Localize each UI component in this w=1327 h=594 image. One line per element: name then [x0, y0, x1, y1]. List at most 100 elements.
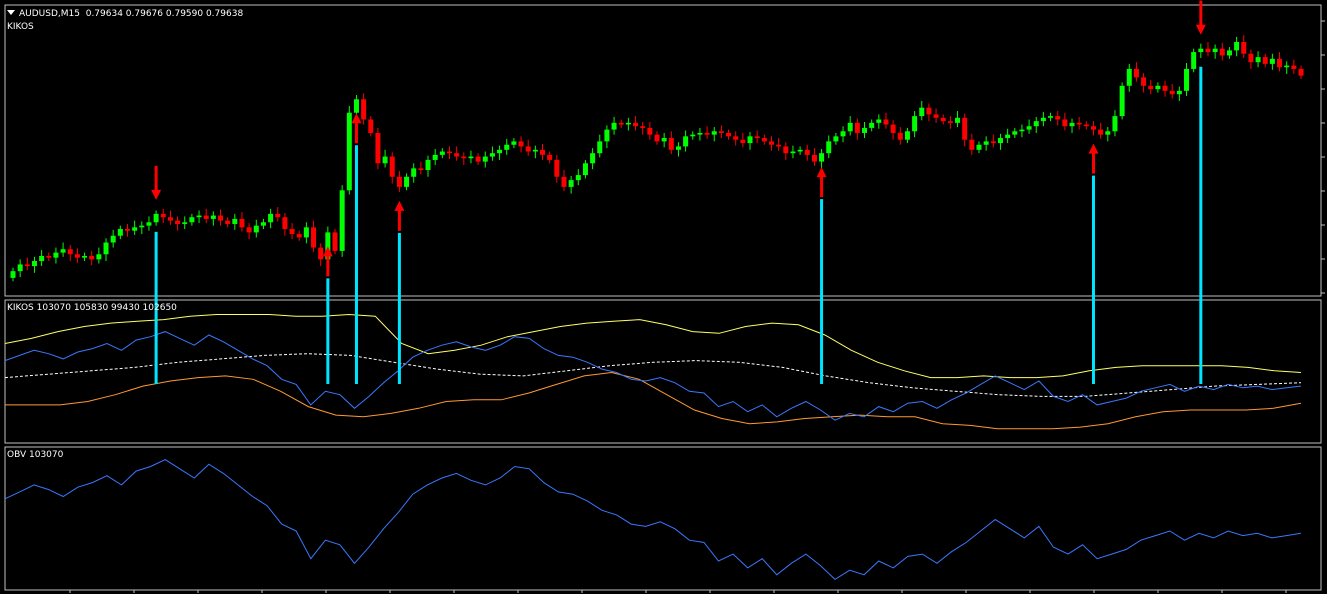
candle-body	[117, 229, 123, 236]
candle-body	[647, 127, 653, 135]
candle-body	[525, 146, 531, 152]
candle-body	[1026, 126, 1032, 130]
candle-body	[718, 131, 724, 133]
candle	[167, 210, 173, 225]
candle-body	[1241, 41, 1247, 54]
candle-body	[690, 134, 696, 137]
candle-body	[726, 132, 732, 137]
candle	[182, 216, 188, 230]
candle	[132, 220, 138, 235]
candle	[1005, 128, 1011, 144]
candle	[561, 170, 567, 192]
candle-body	[110, 235, 116, 243]
candlestick-series	[10, 35, 1304, 282]
kikos-indicator	[4, 313, 1302, 430]
candle-body	[175, 220, 181, 224]
candle	[1291, 59, 1297, 74]
candle	[67, 245, 73, 262]
candle	[940, 114, 946, 125]
candle	[239, 212, 245, 232]
candle-body	[368, 119, 374, 133]
candle	[446, 146, 452, 160]
candle	[24, 257, 30, 271]
candle	[926, 103, 932, 122]
candle-body	[1155, 85, 1161, 90]
candle-body	[1248, 53, 1254, 63]
candle	[296, 230, 302, 241]
candle-body	[933, 114, 939, 118]
candle	[418, 161, 424, 175]
candle	[1262, 53, 1268, 68]
candle-body	[633, 122, 639, 127]
candle-body	[819, 153, 825, 162]
candle	[1141, 73, 1147, 93]
candle	[153, 210, 159, 226]
arrow-head	[816, 167, 827, 178]
candle-body	[53, 252, 59, 258]
candle	[1212, 44, 1218, 59]
candle	[411, 163, 417, 183]
candle-body	[82, 255, 88, 258]
candle-body	[89, 255, 95, 260]
candle-body	[303, 227, 309, 238]
candle-body	[1112, 116, 1118, 132]
candle-body	[210, 215, 216, 219]
candle-body	[361, 99, 367, 120]
arrow-down-icon	[151, 165, 162, 200]
candle	[110, 229, 116, 248]
candle-body	[554, 159, 560, 177]
candle-body	[1133, 68, 1139, 78]
dropdown-triangle-icon[interactable]	[7, 10, 15, 15]
candle-body	[411, 168, 417, 177]
candle-body	[396, 176, 402, 187]
candle	[1155, 82, 1161, 93]
candle	[833, 132, 839, 145]
candle	[883, 112, 889, 129]
candle	[253, 219, 259, 238]
candle-body	[983, 141, 989, 145]
candle	[160, 208, 166, 224]
candle	[1277, 52, 1283, 72]
obv-indicator	[4, 459, 1302, 581]
candle-body	[997, 138, 1003, 144]
signal-markers	[151, 0, 1206, 384]
candle-body	[733, 136, 739, 140]
candle-body	[568, 180, 574, 187]
candle-body	[976, 144, 982, 150]
candle-body	[804, 149, 810, 155]
candle	[919, 100, 925, 121]
candle	[969, 133, 975, 155]
candle-body	[1176, 90, 1182, 95]
candle	[439, 148, 445, 159]
candle	[189, 213, 195, 226]
arrow-head	[351, 113, 362, 124]
candle	[332, 229, 338, 255]
candle-body	[1012, 131, 1018, 135]
candle	[518, 136, 524, 153]
candle-body	[339, 190, 345, 251]
candle	[39, 250, 45, 267]
candle-body	[218, 215, 224, 221]
candle-body	[1255, 57, 1261, 63]
candle-body	[675, 146, 681, 150]
candle-body	[1184, 68, 1190, 91]
candle	[1048, 112, 1054, 122]
arrow-head	[1088, 143, 1099, 154]
candle-body	[847, 122, 853, 132]
candle	[747, 132, 753, 150]
candle-body	[253, 225, 259, 233]
candle	[203, 208, 209, 224]
candle	[1184, 63, 1190, 96]
candle	[1234, 36, 1240, 57]
candle-body	[1219, 48, 1225, 56]
candle-body	[1212, 48, 1218, 53]
candle	[1133, 62, 1139, 82]
candle	[146, 216, 152, 231]
candle	[1198, 43, 1204, 58]
arrow-up-icon	[394, 200, 405, 231]
candle-body	[296, 234, 302, 238]
candle	[60, 242, 66, 257]
candle-body	[883, 119, 889, 125]
candle	[804, 144, 810, 161]
